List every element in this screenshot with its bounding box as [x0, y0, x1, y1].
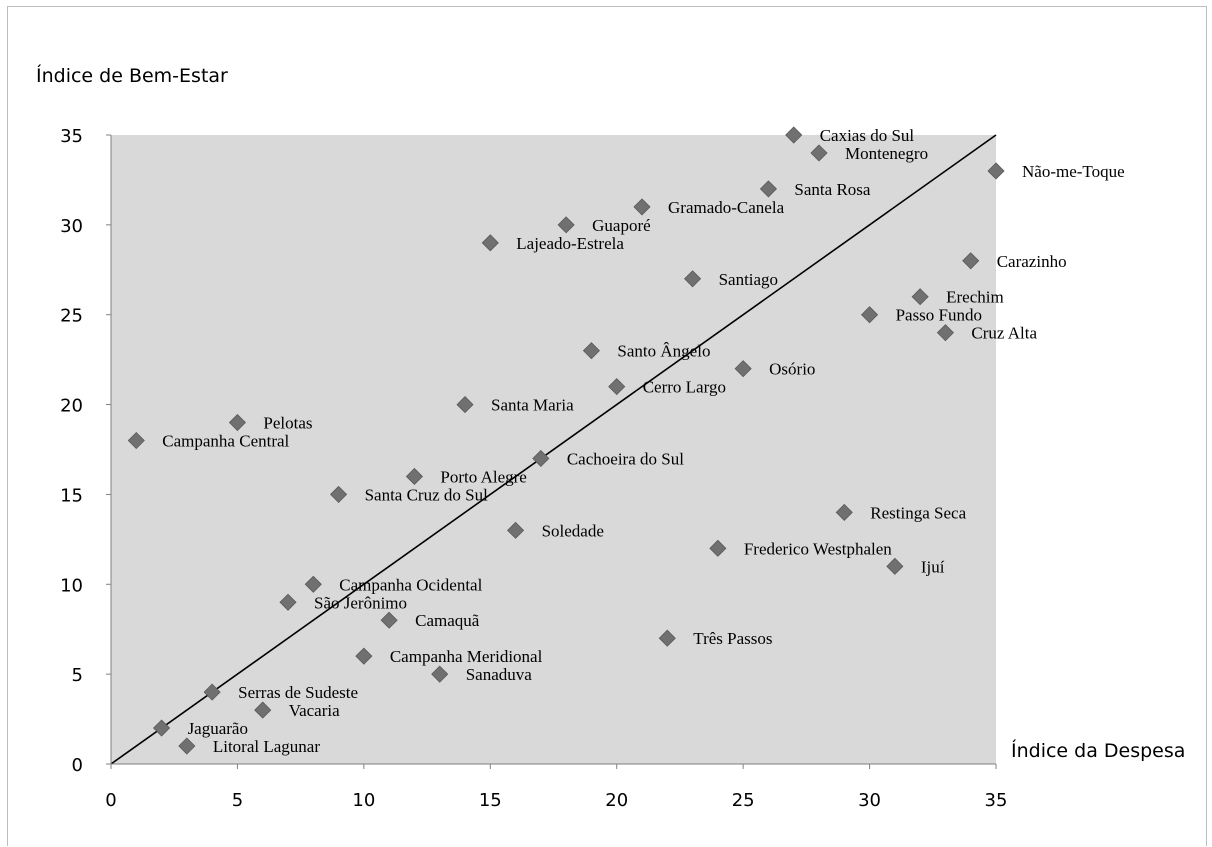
- data-point: [709, 539, 727, 557]
- data-point-label: Passo Fundo: [896, 306, 982, 325]
- data-point: [810, 144, 828, 162]
- data-point-label: Pelotas: [263, 414, 312, 433]
- y-tick-label: 20: [60, 396, 83, 417]
- data-point: [936, 324, 954, 342]
- data-point: [886, 557, 904, 575]
- data-point-label: Santa Maria: [491, 396, 574, 415]
- x-tick-label: 25: [732, 790, 755, 811]
- x-tick-label: 30: [858, 790, 881, 811]
- axes: 0 5 10 15 20 25 30 35 0 5 10 15 20 25 30 35: [60, 126, 1007, 811]
- data-point-label: Caxias do Sul: [820, 126, 915, 145]
- data-point: [279, 593, 297, 611]
- data-point-label: Cruz Alta: [971, 324, 1037, 343]
- data-point: [582, 342, 600, 360]
- y-tick-label: 0: [72, 755, 83, 776]
- data-point: [456, 396, 474, 414]
- data-point: [734, 360, 752, 378]
- data-point-label: Frederico Westphalen: [744, 539, 892, 558]
- data-point-label: Santa Cruz do Sul: [365, 485, 489, 504]
- data-point: [431, 665, 449, 683]
- y-tick-label: 10: [60, 575, 83, 596]
- data-point: [608, 378, 626, 396]
- data-point-label: Carazinho: [997, 252, 1067, 271]
- data-point-label: Soledade: [542, 521, 604, 540]
- data-point: [127, 431, 145, 450]
- data-point-label: Campanha Central: [162, 432, 289, 451]
- data-point: [228, 413, 246, 432]
- x-tick-label: 5: [232, 790, 243, 811]
- data-point-label: Cerro Largo: [643, 378, 726, 397]
- data-point: [557, 216, 575, 234]
- x-tick-label: 35: [985, 790, 1008, 811]
- data-point: [911, 288, 929, 306]
- data-point: [633, 198, 651, 216]
- y-tick-label: 25: [60, 306, 83, 327]
- data-point-label: Vacaria: [289, 701, 340, 720]
- data-point: [835, 503, 853, 521]
- y-tick-label: 35: [60, 126, 83, 147]
- data-point: [304, 575, 322, 593]
- data-point-label: Campanha Meridional: [390, 647, 543, 666]
- data-points: [127, 126, 1005, 755]
- data-point: [507, 521, 525, 539]
- data-point: [330, 485, 348, 503]
- data-point-label: Gramado-Canela: [668, 198, 785, 217]
- reference-line-layer: [110, 134, 997, 765]
- data-point: [153, 719, 171, 737]
- data-point-label: Ijuí: [921, 557, 945, 576]
- data-point: [481, 234, 499, 252]
- data-point-label: Santo Ângelo: [617, 342, 710, 361]
- x-tick-label: 10: [352, 790, 375, 811]
- data-point-label: Não-me-Toque: [1022, 162, 1125, 181]
- data-point: [254, 701, 272, 719]
- x-axis-title: Índice da Despesa: [1011, 739, 1185, 762]
- x-tick-label: 0: [105, 790, 116, 811]
- data-point-label: Osório: [769, 360, 815, 379]
- data-point-label: Serras de Sudeste: [238, 683, 358, 702]
- data-point: [684, 270, 702, 288]
- data-point-label: Santa Rosa: [794, 180, 870, 199]
- data-point-label: Litoral Lagunar: [213, 737, 320, 756]
- y-tick-label: 15: [60, 485, 83, 506]
- data-point-label: Sanaduva: [466, 665, 533, 684]
- data-point-label: Guaporé: [592, 216, 651, 235]
- data-point: [987, 162, 1005, 180]
- x-tick-label: 20: [605, 790, 628, 811]
- data-point: [532, 449, 550, 468]
- data-point-label: Campanha Ocidental: [339, 575, 482, 594]
- data-point-label: São Jerônimo: [314, 593, 407, 612]
- data-point: [178, 737, 196, 755]
- y-axis-title: Índice de Bem-Estar: [36, 64, 228, 87]
- data-point: [203, 683, 221, 701]
- data-point-label: Porto Alegre: [440, 467, 526, 486]
- data-point-label: Santiago: [719, 270, 779, 289]
- data-point: [355, 647, 373, 665]
- data-point-label: Lajeado-Estrela: [516, 234, 624, 253]
- data-point: [861, 306, 879, 324]
- chart-frame: [7, 6, 1207, 846]
- data-point: [785, 126, 803, 144]
- data-point: [405, 467, 423, 486]
- data-point-label: Erechim: [946, 288, 1004, 307]
- data-point-label: Três Passos: [693, 629, 772, 648]
- data-point: [658, 629, 676, 647]
- data-point-label: Montenegro: [845, 144, 928, 163]
- reference-line: [110, 134, 997, 765]
- y-tick-label: 5: [72, 665, 83, 686]
- data-point: [759, 180, 777, 198]
- data-point-label: Jaguarão: [188, 719, 248, 738]
- data-point-label: Camaquã: [415, 611, 480, 630]
- x-tick-label: 15: [479, 790, 502, 811]
- data-point-label: Restinga Seca: [870, 503, 966, 522]
- data-point: [380, 611, 398, 629]
- y-tick-label: 30: [60, 216, 83, 237]
- data-point: [962, 252, 980, 270]
- data-point-label: Cachoeira do Sul: [567, 449, 684, 468]
